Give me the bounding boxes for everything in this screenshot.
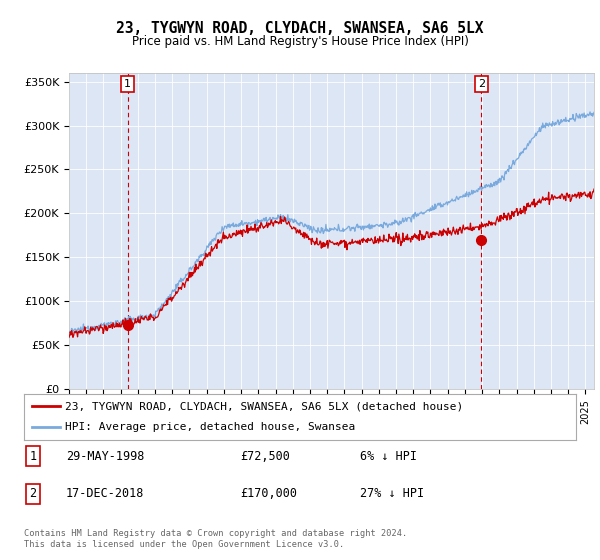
Text: 17-DEC-2018: 17-DEC-2018 bbox=[66, 487, 145, 501]
Text: 27% ↓ HPI: 27% ↓ HPI bbox=[360, 487, 424, 501]
Text: 6% ↓ HPI: 6% ↓ HPI bbox=[360, 450, 417, 463]
Text: Price paid vs. HM Land Registry's House Price Index (HPI): Price paid vs. HM Land Registry's House … bbox=[131, 35, 469, 48]
Text: £170,000: £170,000 bbox=[240, 487, 297, 501]
Text: 2: 2 bbox=[29, 487, 37, 501]
Text: 29-MAY-1998: 29-MAY-1998 bbox=[66, 450, 145, 463]
Text: HPI: Average price, detached house, Swansea: HPI: Average price, detached house, Swan… bbox=[65, 422, 356, 432]
Text: £72,500: £72,500 bbox=[240, 450, 290, 463]
Text: 1: 1 bbox=[124, 79, 131, 89]
Text: 1: 1 bbox=[29, 450, 37, 463]
Text: 23, TYGWYN ROAD, CLYDACH, SWANSEA, SA6 5LX: 23, TYGWYN ROAD, CLYDACH, SWANSEA, SA6 5… bbox=[116, 21, 484, 36]
Text: 2: 2 bbox=[478, 79, 485, 89]
Text: 23, TYGWYN ROAD, CLYDACH, SWANSEA, SA6 5LX (detached house): 23, TYGWYN ROAD, CLYDACH, SWANSEA, SA6 5… bbox=[65, 401, 464, 411]
Text: Contains HM Land Registry data © Crown copyright and database right 2024.
This d: Contains HM Land Registry data © Crown c… bbox=[24, 529, 407, 549]
